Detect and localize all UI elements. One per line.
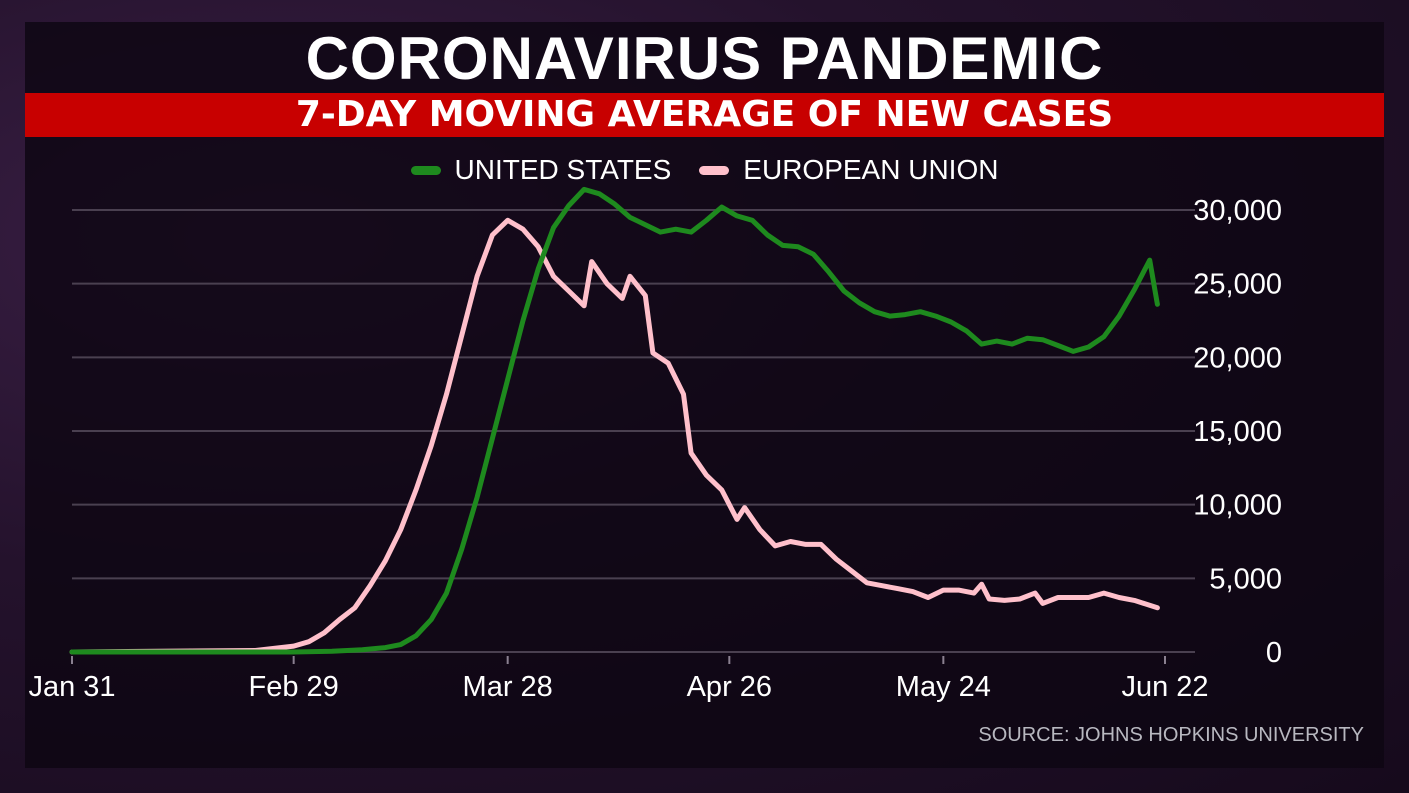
- series-lines: [69, 186, 1160, 655]
- y-tick-label: 25,000: [1193, 269, 1282, 301]
- x-axis-ticks: Jan 31 Feb 29 Mar 28 Apr 26 May 24 Jun 22: [28, 656, 1209, 703]
- x-tick-label: May 24: [896, 671, 991, 703]
- y-tick-label: 30,000: [1193, 195, 1282, 227]
- y-tick-label: 5,000: [1209, 563, 1282, 595]
- x-tick-label: Mar 28: [463, 671, 553, 703]
- x-tick-label: Jun 22: [1121, 671, 1208, 703]
- chart-legend: UNITED STATES EUROPEAN UNION: [0, 154, 1409, 186]
- legend-swatch-us: [410, 165, 441, 175]
- series-line-european-union: [69, 217, 1160, 655]
- legend-item-us: UNITED STATES: [410, 154, 672, 186]
- y-tick-label: 10,000: [1193, 490, 1282, 522]
- legend-item-eu: EUROPEAN UNION: [699, 154, 998, 186]
- series-line-united-states: [69, 186, 1160, 655]
- legend-label-us: UNITED STATES: [454, 154, 672, 185]
- legend-swatch-eu: [699, 165, 730, 175]
- y-tick-label: 0: [1266, 637, 1282, 669]
- x-tick-label: Feb 29: [249, 671, 339, 703]
- legend-label-eu: EUROPEAN UNION: [743, 154, 999, 185]
- grid-lines: [72, 209, 1195, 653]
- y-axis-ticks: 0 5,000 10,000 15,000 20,000 25,000 30,000: [1193, 195, 1282, 669]
- y-tick-label: 20,000: [1193, 342, 1282, 374]
- x-tick-label: Jan 31: [28, 671, 115, 703]
- chart-frame: [25, 22, 1384, 768]
- source-note: SOURCE: JOHNS HOPKINS UNIVERSITY: [978, 724, 1364, 746]
- chart-subtitle: 7-DAY MOVING AVERAGE OF NEW CASES: [295, 94, 1114, 135]
- x-tick-label: Apr 26: [687, 671, 772, 703]
- chart-title: CORONAVIRUS PANDEMIC: [305, 25, 1104, 92]
- subtitle-banner: [25, 93, 1384, 137]
- y-tick-label: 15,000: [1193, 416, 1282, 448]
